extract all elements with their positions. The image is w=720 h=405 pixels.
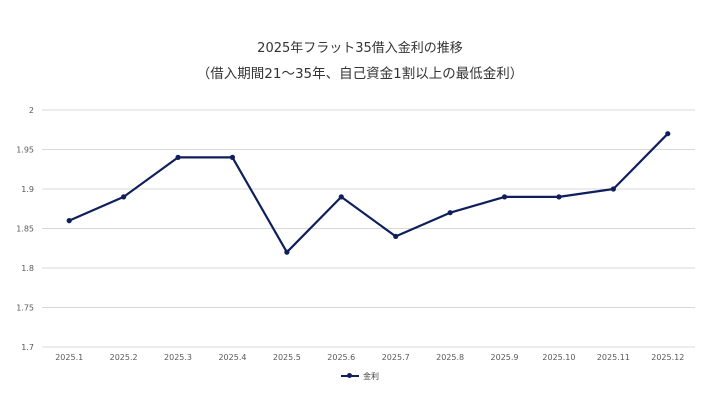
- x-tick-label: 2025.11: [597, 353, 630, 362]
- chart-title: 2025年フラット35借入金利の推移: [257, 41, 463, 56]
- data-point: [121, 194, 127, 200]
- chart-subtitle: （借入期間21～35年、自己資金1割以上の最低金利）: [196, 66, 524, 82]
- y-tick-label: 1.7: [21, 343, 34, 352]
- y-tick-label: 2: [29, 106, 34, 115]
- data-point: [229, 154, 236, 160]
- x-tick-label: 2025.2: [110, 353, 138, 362]
- data-point: [610, 186, 616, 192]
- data-point: [556, 194, 562, 200]
- legend-label: 金利: [363, 371, 379, 381]
- y-tick-label: 1.95: [16, 146, 34, 155]
- x-tick-label: 2025.3: [164, 353, 192, 362]
- data-point: [501, 194, 508, 200]
- series-line: [68, 132, 669, 254]
- y-tick-label: 1.8: [21, 264, 34, 273]
- y-tick-label: 1.75: [16, 304, 34, 313]
- y-tick-label: 1.85: [16, 225, 34, 234]
- data-point: [393, 233, 399, 239]
- y-tick-label: 1.9: [21, 185, 34, 194]
- x-tick-label: 2025.12: [651, 353, 684, 362]
- x-tick-label: 2025.7: [382, 353, 410, 362]
- x-tick-label: 2025.6: [327, 353, 355, 362]
- x-tick-label: 2025.5: [273, 353, 301, 362]
- x-tick-label: 2025.1: [55, 353, 83, 362]
- data-point: [665, 131, 671, 137]
- x-tick-label: 2025.8: [436, 353, 464, 362]
- data-point: [66, 218, 72, 224]
- x-tick-label: 2025.9: [491, 353, 519, 362]
- chart-legend: 金利: [0, 370, 720, 382]
- x-tick-label: 2025.4: [218, 353, 246, 362]
- x-tick-label: 2025.10: [542, 353, 575, 362]
- data-point: [175, 154, 181, 160]
- legend-swatch: [341, 373, 359, 378]
- data-point: [447, 210, 453, 216]
- data-point: [284, 249, 290, 255]
- data-point: [338, 194, 344, 200]
